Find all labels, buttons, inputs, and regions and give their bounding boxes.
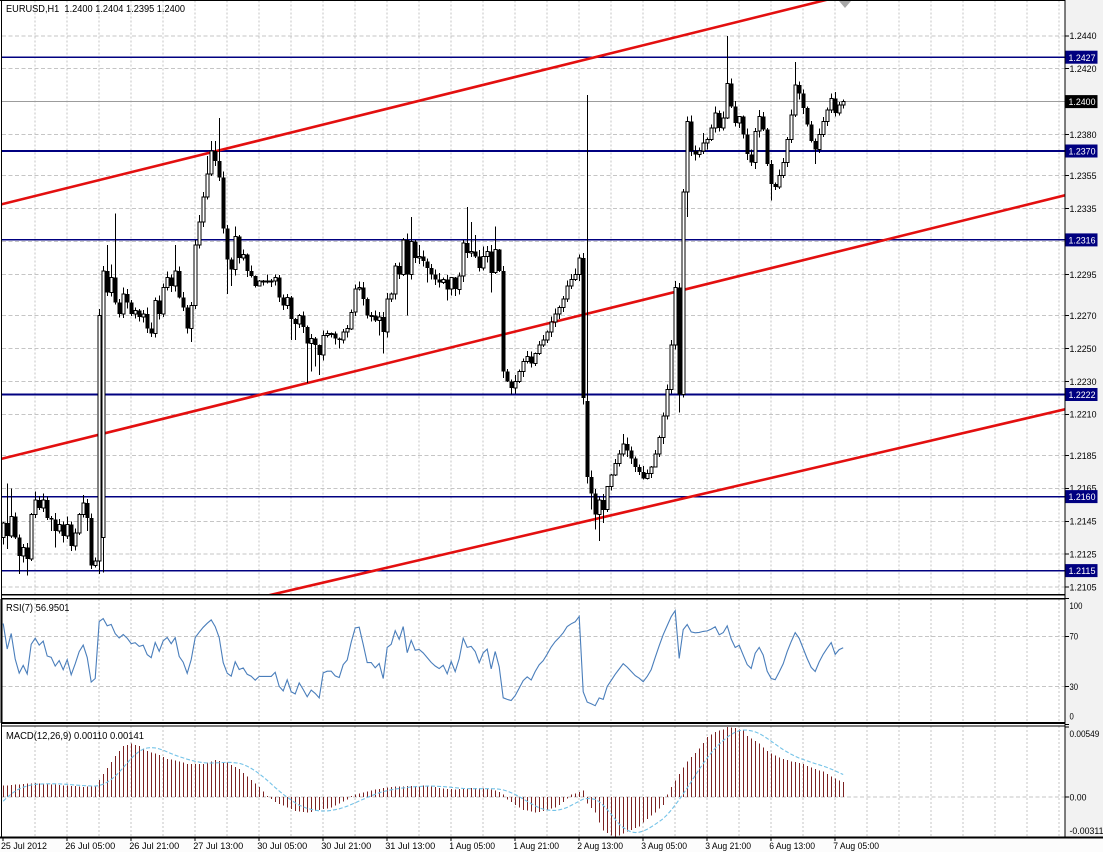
svg-text:6 Aug 13:00: 6 Aug 13:00 xyxy=(769,841,815,852)
svg-text:7 Aug 05:00: 7 Aug 05:00 xyxy=(833,841,879,852)
svg-text:1.2440: 1.2440 xyxy=(1070,31,1097,42)
svg-text:3 Aug 21:00: 3 Aug 21:00 xyxy=(705,841,751,852)
svg-text:1.2420: 1.2420 xyxy=(1070,64,1097,75)
svg-text:0.00549: 0.00549 xyxy=(1070,729,1100,740)
svg-text:1.2355: 1.2355 xyxy=(1070,171,1097,182)
svg-text:1.2250: 1.2250 xyxy=(1070,344,1097,355)
svg-text:1 Aug 21:00: 1 Aug 21:00 xyxy=(513,841,559,852)
svg-text:1.2230: 1.2230 xyxy=(1070,377,1097,388)
svg-text:30: 30 xyxy=(1070,682,1079,693)
svg-text:0.00: 0.00 xyxy=(1070,793,1087,804)
svg-text:1.2115: 1.2115 xyxy=(1069,566,1096,577)
svg-text:1.2160: 1.2160 xyxy=(1069,492,1096,503)
svg-text:70: 70 xyxy=(1070,632,1079,643)
svg-text:-0.00311: -0.00311 xyxy=(1070,826,1103,837)
svg-text:1.2270: 1.2270 xyxy=(1070,311,1097,322)
svg-text:1.2316: 1.2316 xyxy=(1069,236,1096,247)
svg-text:3 Aug 05:00: 3 Aug 05:00 xyxy=(641,841,687,852)
svg-text:1.2125: 1.2125 xyxy=(1070,550,1097,561)
svg-text:30 Jul 05:00: 30 Jul 05:00 xyxy=(257,841,307,852)
svg-text:1.2427: 1.2427 xyxy=(1069,53,1096,64)
svg-text:31 Jul 13:00: 31 Jul 13:00 xyxy=(385,841,435,852)
svg-text:1 Aug 05:00: 1 Aug 05:00 xyxy=(449,841,495,852)
svg-text:1.2295: 1.2295 xyxy=(1070,270,1097,281)
svg-text:0: 0 xyxy=(1070,712,1074,723)
svg-text:30 Jul 21:00: 30 Jul 21:00 xyxy=(321,841,371,852)
svg-text:1.2222: 1.2222 xyxy=(1069,390,1096,401)
svg-text:1.2380: 1.2380 xyxy=(1070,130,1097,141)
svg-text:RSI(7) 56.9501: RSI(7) 56.9501 xyxy=(6,603,70,614)
svg-text:1.2335: 1.2335 xyxy=(1070,204,1097,215)
svg-text:1.2145: 1.2145 xyxy=(1070,517,1097,528)
svg-text:EURUSD,H1 1.2400 1.2404 1.239: EURUSD,H1 1.2400 1.2404 1.2395 1.2400 xyxy=(6,4,186,15)
svg-text:26 Jul 21:00: 26 Jul 21:00 xyxy=(129,841,179,852)
svg-text:1.2185: 1.2185 xyxy=(1070,451,1097,462)
svg-text:1.2400: 1.2400 xyxy=(1069,97,1096,108)
svg-text:27 Jul 13:00: 27 Jul 13:00 xyxy=(193,841,243,852)
svg-text:25 Jul 2012: 25 Jul 2012 xyxy=(1,841,47,852)
svg-text:100: 100 xyxy=(1070,601,1083,612)
svg-text:2 Aug 13:00: 2 Aug 13:00 xyxy=(577,841,623,852)
svg-text:MACD(12,26,9) 0.00110 0.00141: MACD(12,26,9) 0.00110 0.00141 xyxy=(6,731,144,742)
svg-text:1.2105: 1.2105 xyxy=(1070,583,1097,594)
svg-text:26 Jul 05:00: 26 Jul 05:00 xyxy=(65,841,115,852)
svg-text:1.2210: 1.2210 xyxy=(1070,410,1097,421)
svg-text:1.2370: 1.2370 xyxy=(1069,147,1096,158)
